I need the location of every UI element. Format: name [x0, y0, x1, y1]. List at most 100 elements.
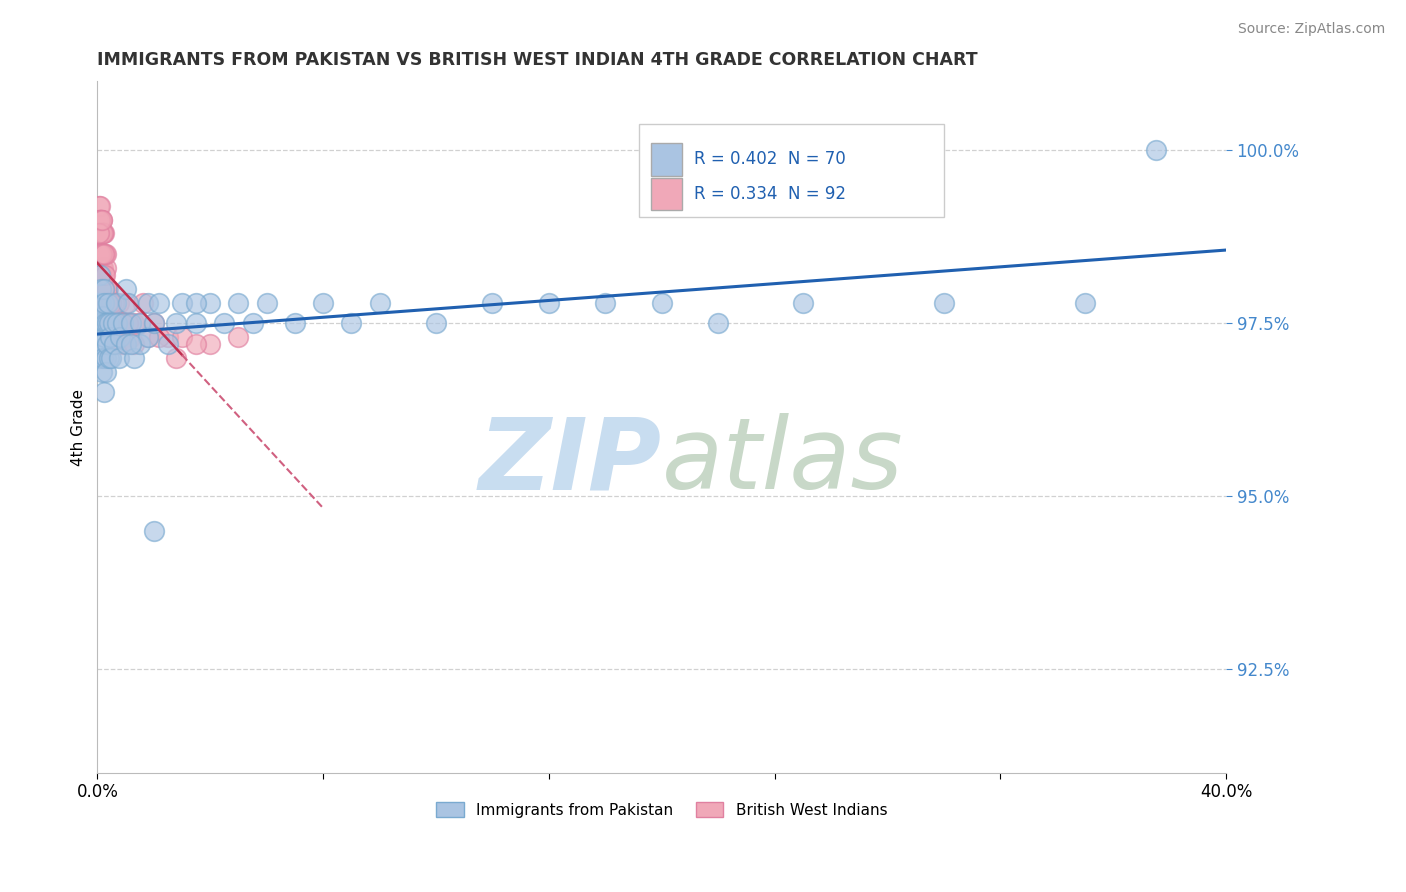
Point [91, 212, 114, 227]
Point [256, 295, 278, 310]
Point [184, 337, 207, 351]
Point [142, 316, 165, 330]
Text: IMMIGRANTS FROM PAKISTAN VS BRITISH WEST INDIAN 4TH GRADE CORRELATION CHART: IMMIGRANTS FROM PAKISTAN VS BRITISH WEST… [97, 51, 979, 69]
Point [90, 316, 112, 330]
Point [90, 260, 112, 275]
Point [89, 247, 111, 261]
Point [90, 365, 112, 379]
Point [101, 316, 124, 330]
Point [481, 295, 503, 310]
Point [91, 351, 114, 365]
Point [96, 316, 118, 330]
Point [94, 282, 117, 296]
Point [94, 365, 117, 379]
Point [111, 316, 134, 330]
Point [284, 316, 307, 330]
Point [184, 295, 207, 310]
Point [122, 351, 145, 365]
Point [792, 295, 814, 310]
Point [103, 295, 125, 310]
Point [136, 330, 159, 344]
Point [90, 227, 112, 241]
Point [87, 227, 110, 241]
Point [93, 247, 115, 261]
Point [242, 316, 264, 330]
Point [184, 316, 207, 330]
Point [93, 268, 115, 282]
Point [104, 316, 127, 330]
Point [93, 247, 115, 261]
Point [89, 351, 111, 365]
Point [90, 247, 112, 261]
Point [98, 316, 121, 330]
Point [91, 337, 114, 351]
Point [97, 316, 120, 330]
Point [117, 316, 139, 330]
Point [93, 282, 115, 296]
Point [89, 227, 111, 241]
Point [90, 227, 112, 241]
Point [89, 268, 111, 282]
Point [651, 295, 673, 310]
Point [91, 227, 114, 241]
Point [117, 316, 139, 330]
Point [214, 316, 236, 330]
Point [111, 337, 134, 351]
Point [89, 268, 111, 282]
Point [103, 316, 125, 330]
Point [87, 247, 110, 261]
Point [89, 212, 111, 227]
Point [91, 247, 114, 261]
Point [87, 199, 110, 213]
Point [87, 227, 110, 241]
Point [131, 295, 153, 310]
Point [94, 268, 117, 282]
Point [89, 227, 111, 241]
Point [114, 316, 136, 330]
Point [148, 295, 170, 310]
Point [89, 247, 111, 261]
Point [136, 330, 159, 344]
Point [156, 330, 179, 344]
Point [105, 337, 128, 351]
Point [97, 351, 120, 365]
Point [90, 282, 112, 296]
Point [128, 316, 150, 330]
Point [90, 227, 112, 241]
Point [91, 247, 114, 261]
Point [96, 282, 118, 296]
Y-axis label: 4th Grade: 4th Grade [72, 389, 86, 466]
Point [96, 282, 118, 296]
Point [312, 295, 335, 310]
Point [156, 337, 179, 351]
Point [707, 316, 730, 330]
Point [90, 227, 112, 241]
Point [104, 295, 127, 310]
Point [114, 337, 136, 351]
Point [108, 330, 131, 344]
Point [90, 337, 112, 351]
Point [101, 316, 124, 330]
Point [91, 310, 114, 324]
Point [595, 295, 617, 310]
Point [93, 330, 115, 344]
Point [100, 295, 122, 310]
Point [136, 295, 159, 310]
Point [932, 295, 955, 310]
Point [100, 295, 122, 310]
Point [87, 212, 110, 227]
Point [91, 260, 114, 275]
Point [1074, 295, 1097, 310]
Point [94, 351, 117, 365]
Point [93, 227, 115, 241]
Point [90, 268, 112, 282]
Point [128, 316, 150, 330]
Point [368, 295, 391, 310]
Point [103, 337, 125, 351]
Point [170, 295, 193, 310]
Point [96, 337, 118, 351]
Point [105, 316, 128, 330]
Point [93, 282, 115, 296]
Point [142, 524, 165, 538]
Point [98, 316, 121, 330]
